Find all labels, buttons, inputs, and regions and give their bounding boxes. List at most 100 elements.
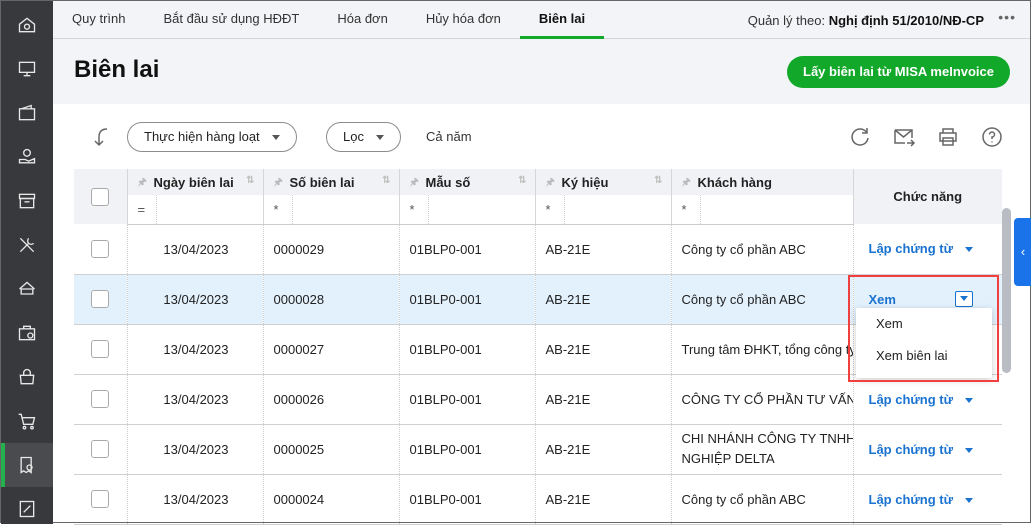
row-action-button[interactable]: Lập chứng từ xyxy=(869,492,974,507)
send-email-icon[interactable] xyxy=(892,125,916,149)
expand-panel-button[interactable]: ‹ xyxy=(1014,218,1031,286)
row-action-button[interactable]: Lập chứng từ xyxy=(869,392,974,407)
sort-icon[interactable]: ⇅ xyxy=(654,175,663,186)
tab-bat-dau[interactable]: Bắt đầu sử dụng HĐĐT xyxy=(163,10,300,26)
receipt-number: 0000025 xyxy=(263,424,400,475)
row-select xyxy=(74,274,128,325)
customer-cell: CÔNG TY CỔ PHẦN TƯ VẤN V xyxy=(671,374,854,425)
menu-item-view[interactable]: Xem xyxy=(876,316,903,331)
table-row[interactable]: 13/04/2023 0000028 01BLP0-001 AB-21E Công ty… xyxy=(74,274,1002,325)
tab-huy-hoa-don[interactable]: Hủy hóa đơn xyxy=(425,10,501,26)
more-icon[interactable]: ••• xyxy=(998,9,1016,25)
row-action-button[interactable]: Lập chứng từ xyxy=(869,442,974,457)
sidebar-item-12[interactable] xyxy=(1,487,53,531)
column-header-customer[interactable]: 🖈 Khách hàng xyxy=(671,169,854,195)
filter-template[interactable]: * xyxy=(399,195,536,225)
row-checkbox[interactable] xyxy=(91,290,110,308)
receipt-date: 13/04/2023 xyxy=(127,424,264,475)
print-icon[interactable] xyxy=(936,125,960,149)
row-checkbox[interactable] xyxy=(91,340,110,358)
filter-label: Lọc xyxy=(343,129,364,144)
receipt-date: 13/04/2023 xyxy=(127,274,264,325)
menu-item-view-receipt[interactable]: Xem biên lai xyxy=(876,348,948,363)
row-checkbox[interactable] xyxy=(91,239,110,258)
management-regime: Quản lý theo: Nghị định 51/2010/NĐ-CP xyxy=(748,13,984,28)
receipt-date: 13/04/2023 xyxy=(127,224,264,275)
column-header-template[interactable]: 🖈 Mẫu số ⇅ xyxy=(399,169,536,195)
collapse-arrow-icon[interactable] xyxy=(89,125,113,149)
sidebar-item-11[interactable] xyxy=(1,443,53,487)
customer-name: Công ty cổ phần ABC xyxy=(681,491,806,507)
table-row[interactable]: 13/04/2023 0000024 01BLP0-001 AB-21E Công ty… xyxy=(74,474,1002,525)
column-header-symbol[interactable]: 🖈 Ký hiệu ⇅ xyxy=(535,169,672,195)
filter-symbol[interactable]: * xyxy=(535,195,672,225)
row-action-label: Lập chứng từ xyxy=(868,491,954,507)
tab-bien-lai[interactable]: Biên lai xyxy=(519,1,605,39)
manage-label: Quản lý theo: xyxy=(747,13,826,28)
help-icon[interactable] xyxy=(980,125,1004,149)
page-title: Biên lai xyxy=(74,56,160,83)
tab-quy-trinh[interactable]: Quy trình xyxy=(72,10,126,26)
sidebar-item-3[interactable] xyxy=(1,91,53,135)
monitor-money-icon xyxy=(18,61,36,77)
customer-cell: CHI NHÁNH CÔNG TY TNHH NGHIỆP DELTA xyxy=(671,424,854,475)
row-select xyxy=(74,424,128,475)
column-header-date[interactable]: 🖈 Ngày biên lai ⇅ xyxy=(127,169,264,195)
select-all-header xyxy=(74,169,128,224)
sort-icon[interactable]: ⇅ xyxy=(246,175,255,186)
customer-cell: Công ty cổ phần ABC xyxy=(671,274,854,325)
column-header-number[interactable]: 🖈 Số biên lai ⇅ xyxy=(263,169,400,195)
sidebar-item-9[interactable] xyxy=(1,355,53,399)
refresh-icon[interactable] xyxy=(848,125,872,149)
sidebar-item-1[interactable] xyxy=(1,3,53,47)
row-action-label: Xem xyxy=(868,291,896,307)
receipt-template: 01BLP0-001 xyxy=(399,474,536,525)
sidebar-item-5[interactable] xyxy=(1,179,53,223)
filter-date[interactable]: = xyxy=(127,195,264,225)
sidebar-item-7[interactable] xyxy=(1,267,53,311)
vertical-scrollbar[interactable] xyxy=(1002,208,1011,373)
sidebar-item-6[interactable] xyxy=(1,223,53,267)
period-label[interactable]: Cả năm xyxy=(426,129,472,144)
select-all-checkbox[interactable] xyxy=(91,187,110,206)
pin-icon[interactable]: 🖈 xyxy=(681,177,691,188)
pin-icon[interactable]: 🖈 xyxy=(137,177,147,188)
pin-icon[interactable]: 🖈 xyxy=(545,177,555,188)
action-cell: Lập chứng từ xyxy=(853,224,1002,275)
row-select xyxy=(74,374,128,425)
pin-icon[interactable]: 🖈 xyxy=(273,177,283,188)
action-dropdown-toggle[interactable] xyxy=(955,291,973,307)
row-checkbox[interactable] xyxy=(91,440,110,458)
sidebar-item-10[interactable] xyxy=(1,399,53,443)
fetch-receipts-button[interactable]: Lấy biên lai từ MISA meInvoice xyxy=(787,56,1010,88)
receipt-number: 0000024 xyxy=(263,474,400,525)
table-row[interactable]: 13/04/2023 0000025 01BLP0-001 AB-21E CHI NHÁ… xyxy=(74,424,1002,475)
pin-icon[interactable]: 🖈 xyxy=(409,177,419,188)
sort-icon[interactable]: ⇅ xyxy=(382,175,391,186)
sidebar-item-8[interactable] xyxy=(1,311,53,355)
filter-dropdown[interactable]: Lọc xyxy=(326,122,401,152)
row-action-button[interactable]: Xem xyxy=(869,292,896,307)
row-action-label: Lập chứng từ xyxy=(868,441,954,457)
row-checkbox[interactable] xyxy=(91,390,110,408)
row-action-button[interactable]: Lập chứng từ xyxy=(869,241,974,256)
table-row[interactable]: 13/04/2023 0000026 01BLP0-001 AB-21E CÔNG TY… xyxy=(74,374,1002,425)
sidebar-item-4[interactable] xyxy=(1,135,53,179)
row-checkbox[interactable] xyxy=(91,490,110,508)
table-row[interactable]: 13/04/2023 0000029 01BLP0-001 AB-21E Công ty… xyxy=(74,224,1002,275)
customer-cell: Công ty cổ phần ABC xyxy=(671,224,854,275)
tools-icon xyxy=(19,237,35,253)
lock-bag-icon xyxy=(19,368,35,385)
sort-icon[interactable]: ⇅ xyxy=(518,175,527,186)
filter-number[interactable]: * xyxy=(263,195,400,225)
filter-customer[interactable]: * xyxy=(671,195,854,225)
chevron-left-icon: ‹ xyxy=(1020,244,1026,259)
receipt-symbol: AB-21E xyxy=(535,374,672,425)
customer-name: CHI NHÁNH CÔNG TY TNHH xyxy=(681,431,853,446)
bulk-action-dropdown[interactable]: Thực hiện hàng loạt xyxy=(127,122,297,152)
sidebar xyxy=(1,1,53,524)
cart-icon xyxy=(18,413,36,430)
tab-hoa-don[interactable]: Hóa đơn xyxy=(337,10,388,26)
receipt-symbol: AB-21E xyxy=(535,474,672,525)
sidebar-item-2[interactable] xyxy=(1,47,53,91)
